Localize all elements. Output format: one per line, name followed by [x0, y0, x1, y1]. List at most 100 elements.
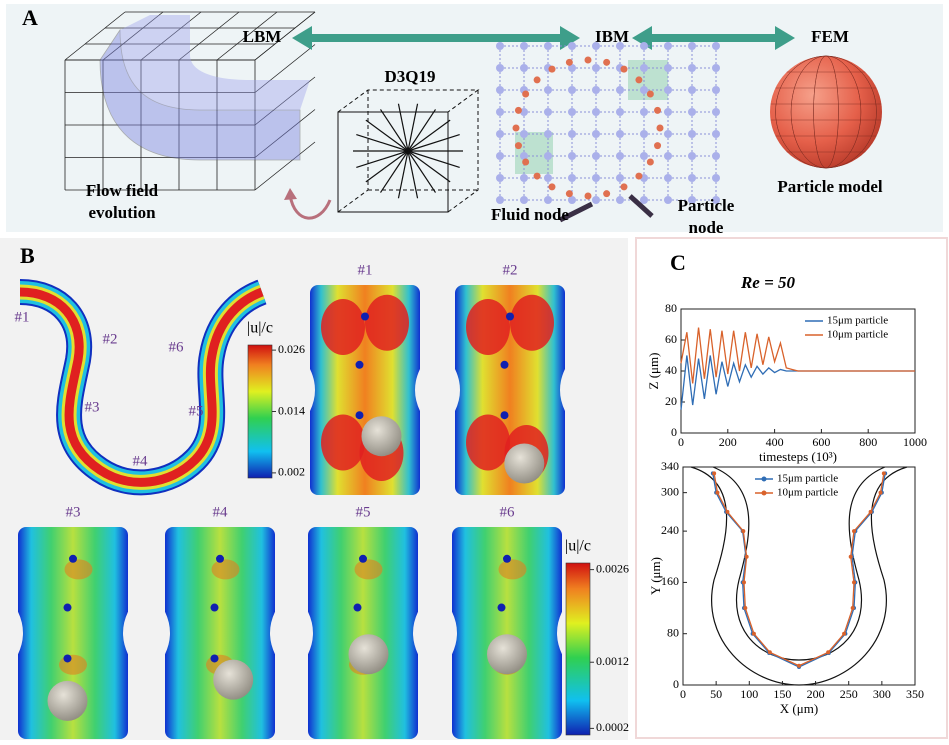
particle-node	[584, 192, 592, 200]
fluid-node	[664, 130, 672, 138]
x-tick-label: 250	[840, 687, 858, 701]
caption: Particle	[678, 196, 735, 215]
fluid-node	[592, 130, 600, 138]
particle	[487, 634, 527, 675]
section-label: #4	[133, 453, 149, 469]
x-tick-label: 400	[766, 435, 784, 449]
series-point	[842, 631, 847, 636]
particle-sphere	[770, 56, 882, 168]
velocity-map	[452, 527, 562, 739]
fluid-node	[544, 174, 552, 182]
velocity-vector	[407, 109, 437, 152]
legend-label: 15μm particle	[777, 473, 838, 485]
velocity-vector	[356, 150, 409, 168]
vortex	[59, 654, 87, 675]
section-label: #3	[85, 399, 100, 415]
fluid-node	[520, 42, 528, 50]
section-label: #5	[189, 403, 204, 419]
colorbar-tick-label: 0.014	[278, 403, 305, 417]
grid-line	[254, 109, 316, 158]
fluid-node	[640, 196, 648, 204]
method-label: FEM	[811, 27, 849, 46]
caption: Particle model	[777, 177, 883, 196]
particle-node	[635, 172, 643, 180]
fluid-node	[688, 108, 696, 116]
vortex	[498, 559, 527, 580]
legend-label: 15μm particle	[827, 315, 888, 327]
panel-c-bg	[635, 237, 948, 739]
fluid-node	[664, 174, 672, 182]
curve-arrow	[288, 194, 332, 220]
fluid-node	[616, 152, 624, 160]
particle	[361, 416, 402, 457]
vortex-core	[63, 603, 72, 612]
grid-line	[102, 11, 164, 61]
grid-line	[254, 141, 316, 191]
legend-label: 10μm particle	[827, 329, 888, 341]
fluid-node	[544, 108, 552, 116]
fluid-node	[568, 108, 576, 116]
fluid-node	[688, 42, 696, 50]
y-tick-label: 20	[665, 394, 677, 408]
section-label: #5	[356, 504, 371, 520]
x-tick-label: 150	[773, 687, 791, 701]
colorbar-tick-label: 0.026	[278, 342, 305, 356]
panel-label: B	[20, 243, 35, 268]
fluid-node	[592, 86, 600, 94]
x-tick-label: 350	[906, 687, 924, 701]
fluid-node	[544, 86, 552, 94]
caption: Fluid node	[491, 205, 569, 224]
fluid-node	[496, 152, 504, 160]
arrow-head	[632, 26, 795, 50]
fluid-node	[640, 42, 648, 50]
x-axis-label: timesteps (10³)	[759, 449, 837, 464]
x-tick-label: 1000	[903, 435, 927, 449]
vortex-core	[210, 603, 219, 612]
particle-node	[522, 158, 530, 166]
grid-line	[140, 11, 202, 61]
particle	[348, 634, 389, 675]
vortex-core	[353, 603, 362, 612]
particle-node	[603, 58, 611, 66]
fluid-node	[640, 86, 648, 94]
fluid-node	[640, 108, 648, 116]
legend-swatch	[761, 476, 767, 482]
x-tick-label: 200	[807, 687, 825, 701]
fluid-node	[544, 42, 552, 50]
velocity-vector	[407, 150, 451, 183]
velocity-vector	[379, 109, 409, 152]
section-label: #1	[15, 309, 30, 325]
u-channel	[99, 28, 301, 161]
fluid-node	[496, 64, 504, 72]
particle-node	[548, 65, 556, 73]
colorbar-tick-label: 0.0012	[596, 654, 629, 668]
series-point	[744, 554, 749, 559]
fluid-node	[712, 152, 720, 160]
velocity-vector	[407, 103, 419, 152]
colorbar-label: |u|/c	[247, 320, 273, 337]
fluid-node	[664, 86, 672, 94]
vortex-core	[361, 312, 369, 321]
series-line	[680, 327, 915, 384]
section-label: #1	[358, 262, 373, 278]
velocity-vector	[379, 150, 409, 193]
fluid-node	[520, 108, 528, 116]
fluid-node	[688, 196, 696, 204]
fluid-node	[712, 64, 720, 72]
section-label: #6	[169, 339, 185, 355]
fluid-node	[688, 64, 696, 72]
legend-swatch	[761, 490, 767, 496]
vortex-core	[506, 312, 514, 321]
fluid-node	[664, 64, 672, 72]
legend-label: 10μm particle	[777, 487, 838, 499]
grid-line	[216, 11, 278, 61]
velocity-vector	[365, 150, 409, 183]
fluid-node	[568, 174, 576, 182]
fluid-node	[688, 174, 696, 182]
fluid-node	[712, 86, 720, 94]
grid-line	[64, 11, 126, 61]
particle-node	[646, 90, 654, 98]
particle-node	[646, 158, 654, 166]
particle-node	[654, 142, 662, 150]
particle	[504, 443, 545, 484]
